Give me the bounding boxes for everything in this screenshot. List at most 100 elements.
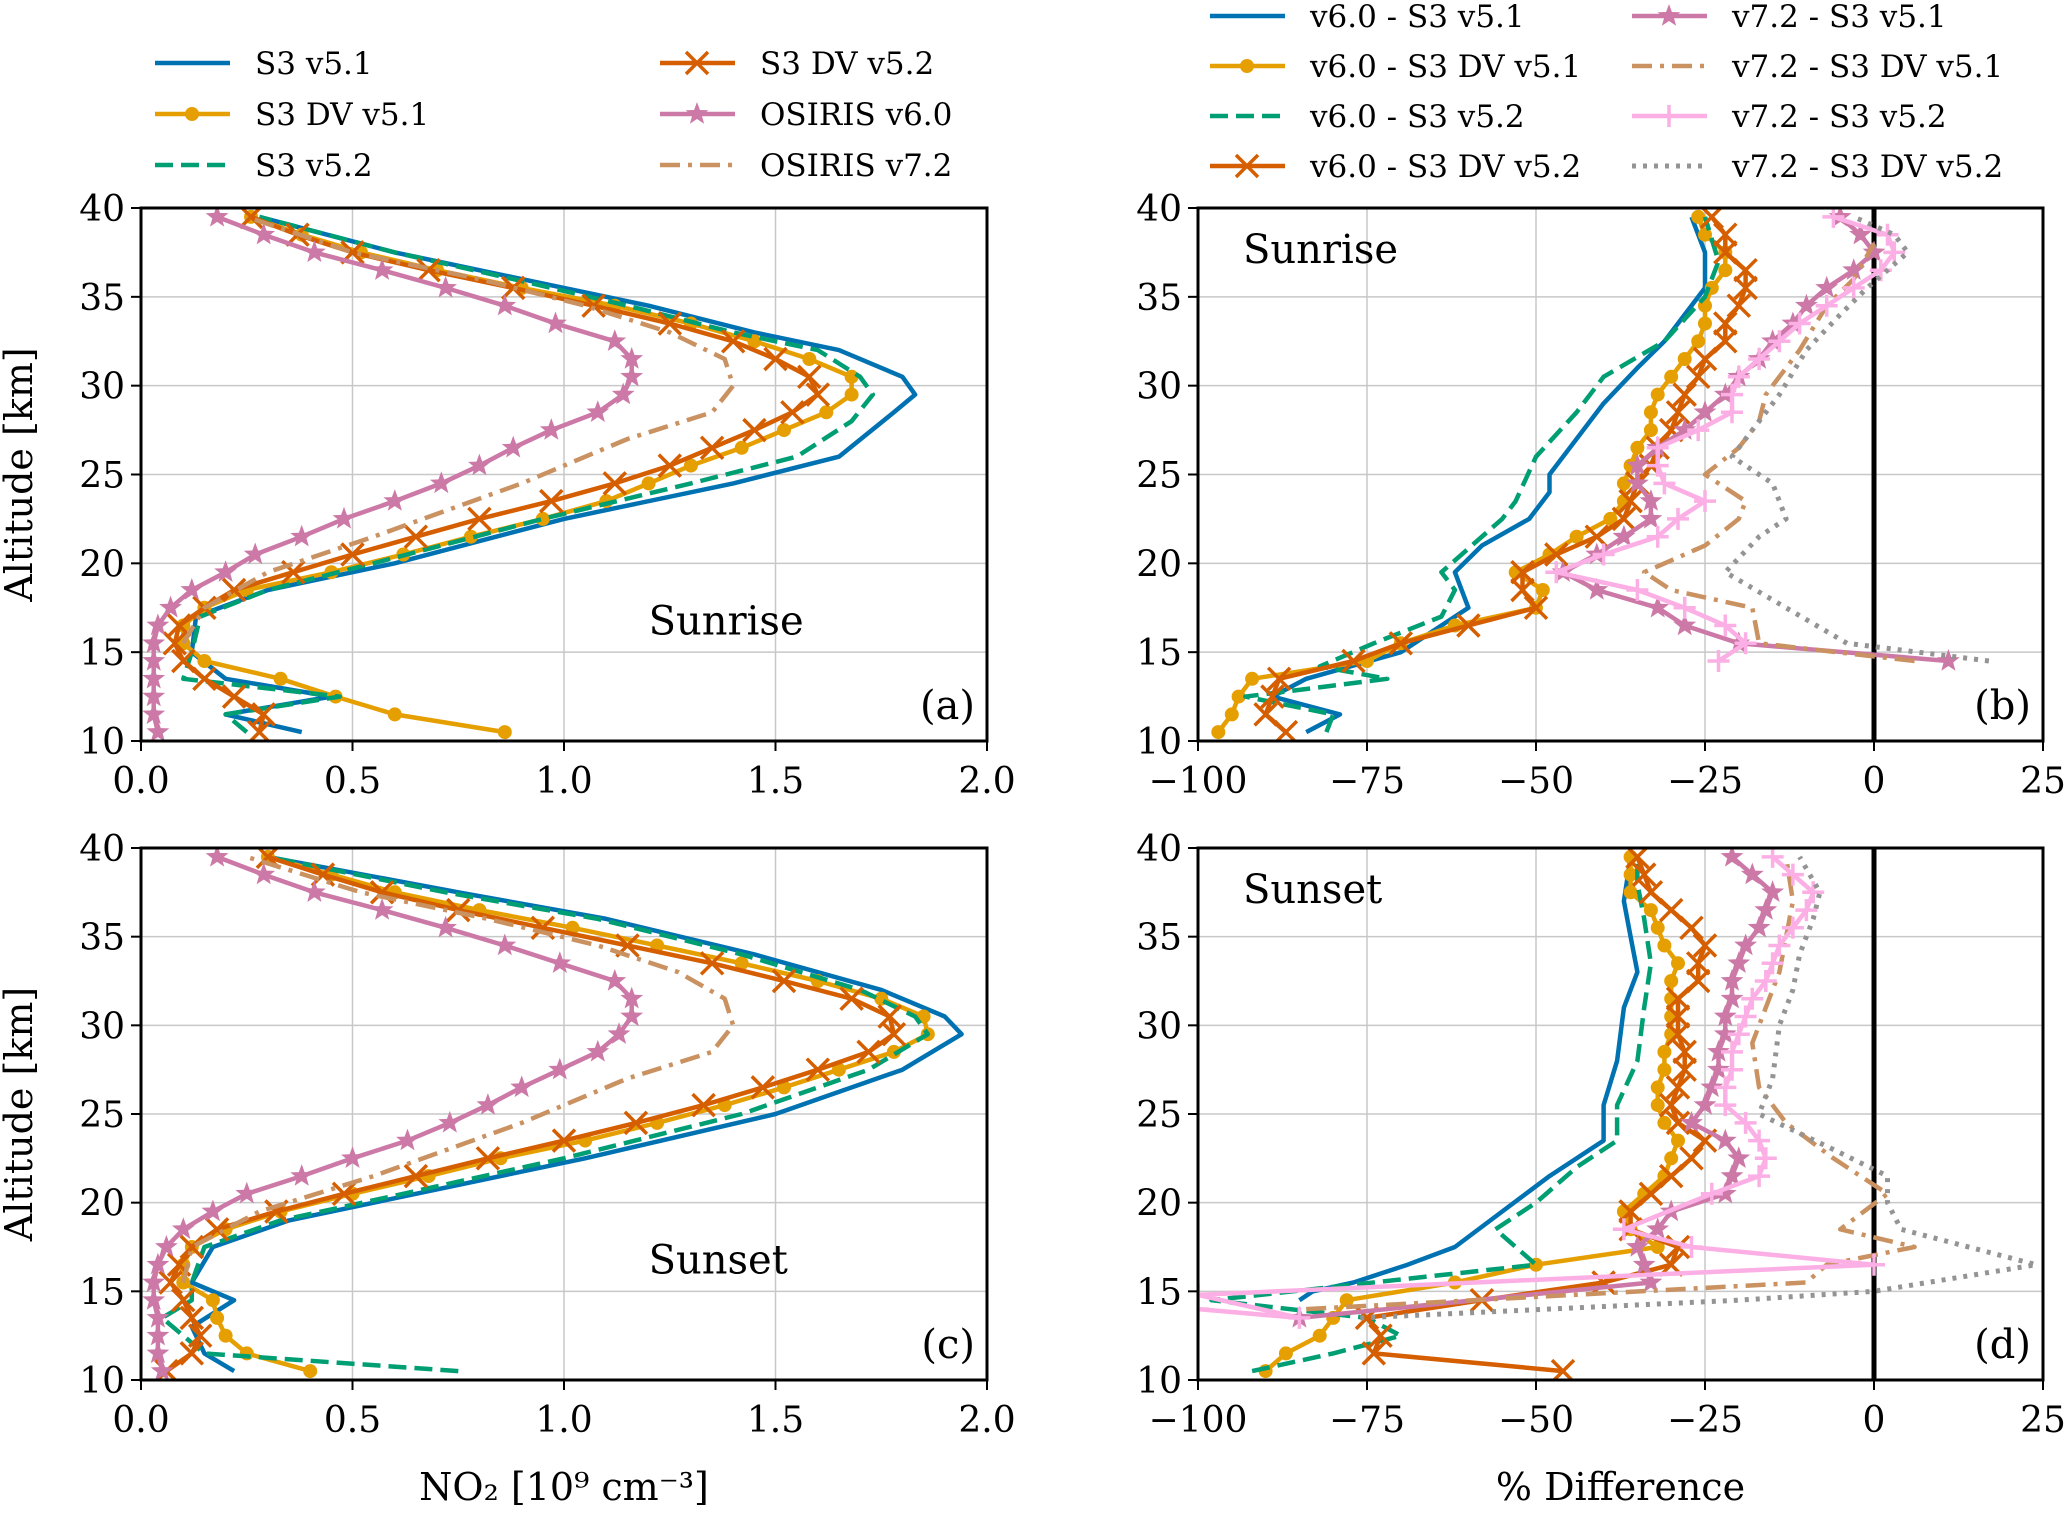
data-point: [303, 1364, 318, 1379]
data-point: [1677, 352, 1692, 366]
data-point: [1693, 400, 1717, 422]
data-point: [468, 453, 491, 476]
data-point: [1456, 613, 1481, 638]
y-axis-label: Altitude [km]: [0, 987, 41, 1242]
legend-label: v7.2 - S3 v5.1: [1731, 0, 1947, 35]
data-point: [1550, 1358, 1576, 1380]
series-v6-0-s3-v5-2: [1243, 216, 1721, 733]
data-point: [802, 352, 817, 366]
data-point: [1650, 1080, 1665, 1095]
data-point: [1685, 364, 1711, 390]
data-point: [657, 453, 683, 478]
data-point: [691, 1092, 716, 1118]
series-line: [1243, 216, 1721, 733]
data-point: [620, 347, 644, 369]
data-point: [1545, 561, 1568, 584]
y-tick-label: 40: [79, 189, 125, 230]
x-tick-label: 2.0: [958, 761, 1015, 802]
data-point: [1721, 383, 1743, 406]
data-point: [146, 613, 170, 636]
data-point: [1680, 1110, 1703, 1133]
y-tick-label: 30: [1136, 367, 1182, 408]
data-point: [1788, 312, 1811, 335]
data-point: [1667, 507, 1689, 530]
series-v7-2-s3-v5-2: [1198, 848, 1885, 1329]
data-point: [819, 405, 834, 420]
panel-label: (c): [921, 1322, 975, 1368]
y-tick-label: 15: [1136, 633, 1182, 674]
data-point: [273, 671, 288, 686]
data-point: [1679, 915, 1704, 941]
legend-left: S3 v5.1 S3 DV v5.1 S3 v5.2 S3 DV v5.2 OSIRIS…: [155, 46, 952, 184]
panel-label: (d): [1974, 1322, 2031, 1368]
data-point: [1664, 1151, 1679, 1166]
data-point: [205, 208, 229, 227]
data-point: [1713, 240, 1738, 265]
data-point: [1630, 440, 1645, 455]
data-point: [1671, 956, 1685, 971]
data-point: [1761, 952, 1784, 975]
axes-frame: [139, 846, 989, 1382]
panel-c: 0.0 0.5 1.0 1.5 2.0 10 15 20 25 30 35 40 Sunset (c) Al…: [0, 829, 1016, 1509]
data-point: [1700, 1182, 1723, 1205]
data-point: [370, 258, 394, 280]
series-line: [1209, 856, 1654, 1374]
data-point: [1733, 275, 1758, 301]
data-point: [620, 986, 644, 1009]
data-point: [1781, 863, 1804, 886]
x-tick-label: 0.0: [112, 761, 169, 802]
data-point: [179, 1234, 205, 1260]
x-axis-label: % Difference: [1496, 1465, 1745, 1509]
data-point: [1761, 880, 1784, 902]
data-point: [214, 560, 237, 582]
data-point: [146, 1341, 170, 1364]
data-point: [539, 488, 564, 514]
data-point: [1727, 951, 1751, 973]
data-point: [1698, 316, 1712, 331]
data-point: [493, 933, 517, 956]
data-point: [1618, 488, 1643, 514]
panel-label: (b): [1974, 683, 2031, 729]
series-v7-2-s3-dv-v5-1: [1641, 242, 1915, 664]
y-tick-label: 20: [1136, 1184, 1182, 1225]
series-v7-2-s3-v5-2: [1545, 208, 1906, 672]
y-axis-label: Altitude [km]: [0, 347, 41, 602]
data-point: [1611, 506, 1637, 532]
series-osiris-v7-2: [181, 854, 736, 1284]
data-point: [856, 1039, 881, 1065]
data-point: [218, 1328, 233, 1343]
data-point: [839, 986, 864, 1011]
series-v7-2-s3-v5-1: [1551, 208, 1960, 671]
data-point: [171, 1217, 195, 1239]
data-point: [331, 1181, 357, 1207]
data-point: [1720, 1164, 1744, 1186]
data-point: [844, 387, 859, 402]
data-point: [1245, 671, 1260, 686]
data-point: [1339, 1293, 1354, 1308]
data-point: [734, 956, 749, 971]
data-point: [1626, 453, 1649, 476]
x-tick-label: −25: [1667, 1400, 1743, 1441]
data-point: [1623, 885, 1638, 900]
data-point: [683, 458, 698, 473]
data-point: [1849, 222, 1872, 245]
data-point: [252, 222, 276, 245]
data-point: [142, 666, 166, 689]
series-v6-0-s3-v5-1: [1270, 216, 1708, 735]
y-tick-label: 10: [79, 722, 125, 763]
data-point: [1631, 862, 1657, 887]
data-point: [877, 1004, 902, 1029]
x-tick-label: −75: [1329, 761, 1405, 802]
data-point: [1691, 334, 1706, 349]
data-point: [142, 649, 166, 671]
y-tick-label: 35: [79, 278, 125, 319]
data-point: [780, 400, 805, 425]
data-point: [1700, 1075, 1724, 1098]
series-osiris-v6-0: [142, 848, 644, 1380]
data-point: [1691, 209, 1706, 224]
legend-item: v6.0 - S3 v5.1: [1210, 0, 1525, 35]
legend-label: S3 DV v5.2: [760, 46, 934, 82]
data-point: [1616, 476, 1631, 491]
annotation: Sunrise: [1243, 227, 1398, 273]
data-point: [734, 440, 749, 455]
